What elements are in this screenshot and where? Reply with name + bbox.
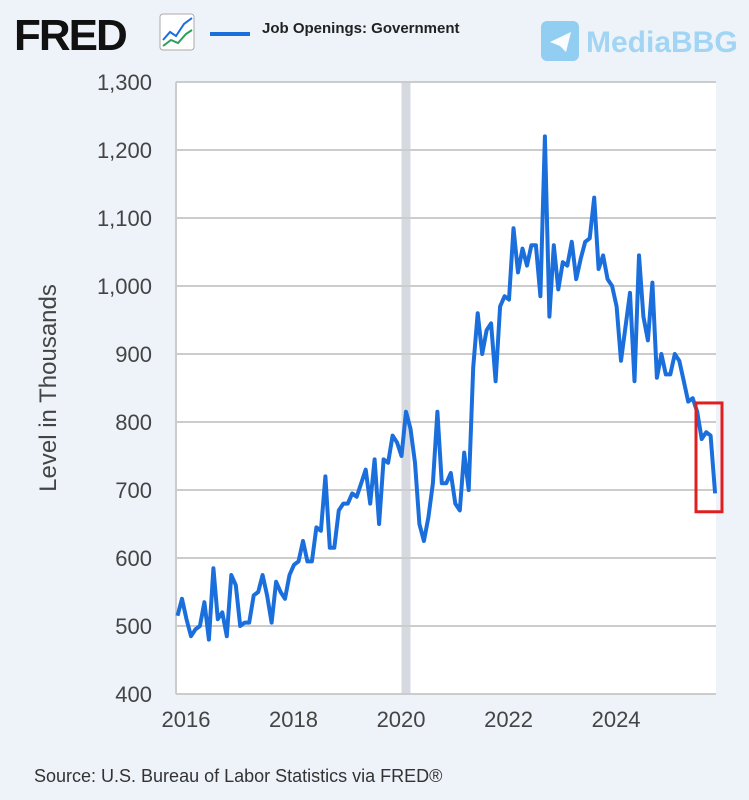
x-tick-label: 2020 — [377, 707, 426, 732]
y-tick-label: 800 — [115, 410, 152, 435]
y-tick-label: 1,000 — [97, 274, 152, 299]
svg-text:MediaBBG: MediaBBG — [586, 26, 738, 59]
plot-area — [176, 82, 716, 694]
legend: Job Openings: Government — [210, 20, 460, 37]
legend-label: Job Openings: Government — [262, 20, 460, 37]
y-tick-label: 1,100 — [97, 206, 152, 231]
x-tick-label: 2018 — [269, 707, 318, 732]
y-tick-label: 500 — [115, 614, 152, 639]
y-axis-title: Level in Thousands — [35, 284, 62, 492]
y-tick-label: 700 — [115, 478, 152, 503]
y-tick-label: 900 — [115, 342, 152, 367]
highlight-box — [694, 401, 724, 514]
x-tick-label: 2022 — [484, 707, 533, 732]
watermark: MediaBBG — [541, 21, 738, 61]
fred-logo: FRED — [14, 11, 195, 60]
source-note: Source: U.S. Bureau of Labor Statistics … — [34, 766, 442, 786]
x-tick-label: 2016 — [162, 707, 211, 732]
series-line — [175, 134, 718, 642]
y-tick-label: 1,300 — [97, 70, 152, 95]
x-tick-label: 2024 — [592, 707, 641, 732]
y-tick-label: 400 — [115, 682, 152, 707]
y-tick-label: 600 — [115, 546, 152, 571]
y-tick-label: 1,200 — [97, 138, 152, 163]
recession-band — [401, 82, 411, 694]
svg-text:FRED: FRED — [14, 11, 126, 60]
